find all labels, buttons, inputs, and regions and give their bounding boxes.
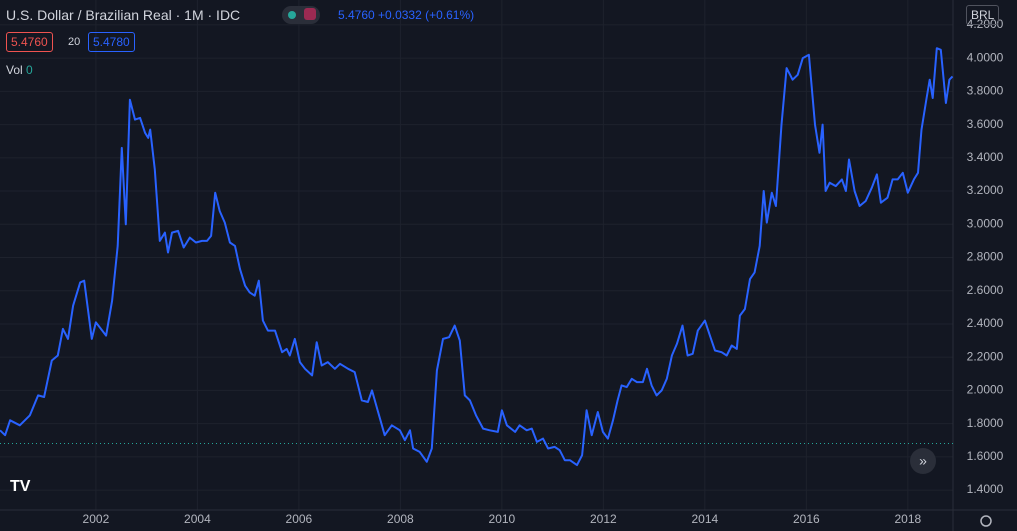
price-info: 5.4760 +0.0332 (+0.61%) <box>338 8 474 22</box>
y-tick-label: 2.4000 <box>967 316 1004 330</box>
y-tick-label: 2.8000 <box>967 250 1004 264</box>
y-tick-label: 3.8000 <box>967 84 1004 98</box>
x-tick-label: 2014 <box>692 512 719 526</box>
y-tick-label: 3.4000 <box>967 150 1004 164</box>
spread: 20 <box>68 36 81 48</box>
bid[interactable]: 5.4760 <box>6 32 53 52</box>
svg-text:TV: TV <box>10 478 31 495</box>
x-tick-label: 2012 <box>590 512 617 526</box>
x-tick-label: 2016 <box>793 512 820 526</box>
y-tick-label: 1.8000 <box>967 416 1004 430</box>
svg-text:»: » <box>919 453 927 469</box>
x-tick-label: 2018 <box>894 512 921 526</box>
x-tick-label: 2010 <box>489 512 516 526</box>
y-tick-label: 4.0000 <box>967 50 1004 64</box>
y-tick-label: 3.2000 <box>967 183 1004 197</box>
y-tick-label: 3.6000 <box>967 117 1004 131</box>
volume: Vol 0 <box>6 63 33 77</box>
price-line-series <box>0 47 954 467</box>
x-tick-label: 2008 <box>387 512 414 526</box>
ask[interactable]: 5.4780 <box>88 32 135 52</box>
x-tick-label: 2002 <box>83 512 110 526</box>
last-price: 5.4760 <box>338 8 375 22</box>
y-tick-label: 2.0000 <box>967 383 1004 397</box>
y-tick-label: 2.6000 <box>967 283 1004 297</box>
y-tick-label: 3.0000 <box>967 216 1004 230</box>
y-tick-label: 1.6000 <box>967 449 1004 463</box>
y-tick-label: 2.2000 <box>967 349 1004 363</box>
symbol: U.S. Dollar / Brazilian Real · 1M · IDC <box>6 7 241 23</box>
x-tick-label: 2006 <box>286 512 313 526</box>
scroll-button[interactable]: » <box>910 448 936 474</box>
vol-label: Vol <box>6 63 23 77</box>
y-tick-label: 1.4000 <box>967 482 1004 496</box>
status-icons[interactable] <box>282 6 320 24</box>
change: +0.0332 <box>378 8 422 22</box>
settings-icon[interactable] <box>980 515 992 527</box>
x-tick-label: 2004 <box>184 512 211 526</box>
change-pct: (+0.61%) <box>425 8 475 22</box>
vol-value: 0 <box>26 63 33 77</box>
tv-logo: TV <box>10 478 31 495</box>
currency-button[interactable]: BRL <box>966 5 1000 25</box>
